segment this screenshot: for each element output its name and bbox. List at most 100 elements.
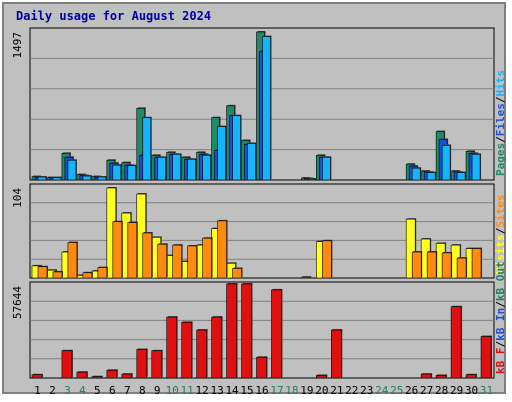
bar-kb-f-day-30 [465, 374, 477, 379]
legend-entry: kB Out [494, 261, 507, 301]
bar-kb-f-day-13 [211, 316, 222, 379]
bar-sites-day-26 [411, 251, 422, 279]
bar-sites-day-8 [142, 232, 153, 279]
day-label-1: 1 [34, 384, 41, 396]
bar-sites-day-2 [52, 271, 63, 279]
bar-shadow [92, 375, 103, 377]
bar-hits-day-28 [441, 145, 451, 181]
legend-entry: / [494, 341, 507, 348]
bar-hits-day-15 [247, 143, 256, 181]
bar-kb-f-day-17 [271, 289, 282, 379]
day-label-23: 23 [360, 384, 373, 396]
chart-frame: Daily usage for August 2024 1497 Pages/Fi… [2, 2, 507, 396]
day-label-26: 26 [405, 384, 418, 396]
bar-sites-day-30 [471, 248, 482, 279]
panel-top-legend: Pages/Files/Hits [494, 70, 507, 176]
bar-kb-f-day-27 [420, 373, 432, 379]
day-label-3: 3 [64, 384, 71, 396]
bar-sites-day-29 [456, 257, 467, 279]
bar-sites-day-1 [37, 266, 48, 279]
bar-hits-day-26 [411, 167, 421, 181]
bar-kb-f-day-1 [31, 374, 43, 379]
bar-kb-f-day-20 [316, 375, 327, 379]
chart-title: Daily usage for August 2024 [16, 9, 211, 23]
legend-entry: Files [494, 103, 507, 136]
bar-sites-day-6 [112, 221, 123, 279]
panel-middle: 104 Visits/Sites [11, 183, 507, 279]
bar-hits-day-30 [471, 153, 481, 181]
bar-kb-f-day-10 [166, 316, 178, 379]
bar-kb-f-day-5 [91, 376, 103, 379]
legend-entry: / [494, 136, 507, 143]
bar-kb-f-day-31 [480, 336, 492, 379]
bar-kb-f-day-28 [435, 375, 447, 379]
day-label-14: 14 [225, 384, 239, 396]
bar-kb-f-day-11 [181, 321, 192, 379]
day-label-29: 29 [450, 384, 463, 396]
day-label-12: 12 [196, 384, 209, 396]
panel-top-max-label: 1497 [11, 32, 24, 59]
bar-kb-f-day-15 [241, 283, 252, 379]
day-label-16: 16 [255, 384, 268, 396]
bar-hits-day-5 [97, 176, 107, 181]
legend-entry: Pages [494, 143, 507, 176]
bar-sites-day-28 [441, 252, 452, 279]
day-label-17: 17 [270, 384, 283, 396]
bar-sites-day-11 [187, 245, 197, 279]
bar-hits-day-16 [262, 36, 271, 181]
legend-entry: / [494, 96, 507, 103]
bar-kb-f-day-6 [106, 369, 118, 379]
day-label-22: 22 [345, 384, 358, 396]
bar-hits-day-3 [67, 159, 77, 181]
x-axis-day-labels: 1 2 3 4 5 6 7 8 9 10 11 12 13 14 15 16 17 18 19 20 21 22 23 24 2… [34, 384, 493, 396]
bar-kb-f-day-8 [136, 349, 148, 379]
legend-entry: Sites [494, 195, 507, 228]
day-label-25: 25 [390, 384, 403, 396]
bar-shadow [302, 276, 312, 277]
day-label-27: 27 [420, 384, 433, 396]
day-label-5: 5 [94, 384, 101, 396]
day-label-28: 28 [435, 384, 448, 396]
day-label-7: 7 [124, 384, 131, 396]
bar-hits-day-2 [52, 177, 62, 181]
bar-hits-day-29 [456, 172, 466, 181]
bar-hits-day-13 [217, 126, 226, 181]
bar-kb-f-day-14 [226, 283, 237, 379]
bar-kb-f-day-9 [151, 350, 163, 379]
bar-sites-day-12 [202, 237, 212, 279]
bar-hits-day-11 [187, 158, 196, 181]
bar-sites-day-10 [172, 244, 183, 279]
legend-entry: kB F [494, 348, 507, 375]
day-label-21: 21 [330, 384, 343, 396]
bar-hits-day-27 [426, 172, 436, 181]
bar-hits-day-12 [202, 154, 211, 181]
day-label-30: 30 [465, 384, 478, 396]
bar-kb-f-day-29 [450, 306, 462, 379]
bar-hits-day-4 [82, 175, 92, 181]
bar-hits-day-20 [322, 156, 331, 181]
day-label-13: 13 [210, 384, 223, 396]
chart-panels: 1497Pages/Files/Hits104Visits/Sites57644… [11, 27, 507, 379]
bar-shadow [308, 178, 317, 179]
bar-visits-day-19 [301, 276, 311, 279]
bar-kb-f-day-7 [121, 373, 133, 379]
legend-entry: / [494, 301, 507, 308]
bar-hits-day-6 [112, 164, 122, 181]
legend-entry: Hits [494, 70, 507, 97]
day-label-18: 18 [285, 384, 298, 396]
bar-hits-day-19 [307, 178, 316, 181]
legend-entry: kB In [494, 308, 507, 341]
day-label-9: 9 [154, 384, 161, 396]
day-label-15: 15 [240, 384, 253, 396]
bar-kb-f-day-12 [196, 329, 207, 379]
bar-sites-day-20 [322, 240, 332, 279]
bar-sites-day-13 [217, 220, 227, 279]
bar-hits-day-10 [172, 153, 182, 181]
bar-kb-f-day-4 [76, 371, 88, 379]
panel-middle-legend: Visits/Sites [494, 195, 507, 275]
legend-entry: Visits [494, 234, 507, 274]
bar-sites-day-9 [157, 243, 168, 279]
day-label-10: 10 [166, 384, 179, 396]
